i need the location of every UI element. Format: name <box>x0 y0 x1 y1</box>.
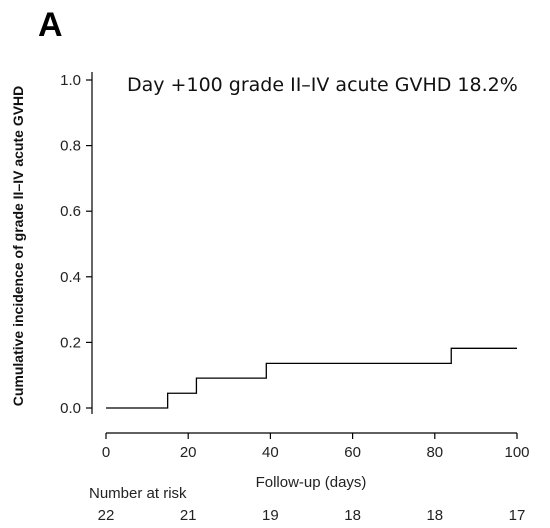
x-tick-label: 80 <box>426 444 443 461</box>
x-axis-title: Follow-up (days) <box>256 474 367 491</box>
y-tick-label: 0.8 <box>60 138 81 155</box>
y-tick-label: 0.2 <box>60 334 81 351</box>
x-tick-label: 20 <box>180 444 197 461</box>
y-tick-label: 0.0 <box>60 400 81 417</box>
risk-count: 19 <box>262 507 279 524</box>
y-tick-label: 0.4 <box>60 269 81 286</box>
risk-count: 18 <box>426 507 443 524</box>
risk-count: 22 <box>98 507 115 524</box>
panel-letter: A <box>38 6 63 44</box>
x-tick-label: 40 <box>262 444 279 461</box>
risk-count: 21 <box>180 507 197 524</box>
risk-count: 18 <box>344 507 361 524</box>
risk-table-title: Number at risk <box>89 485 187 502</box>
risk-table: 22 21 19 18 18 17 <box>98 507 526 524</box>
y-tick-label: 0.6 <box>60 203 81 220</box>
x-tick-label: 60 <box>344 444 361 461</box>
risk-count: 17 <box>509 507 526 524</box>
cumulative-incidence-step-line <box>106 347 517 409</box>
axes: 0.0 0.2 0.4 0.6 0.8 1.0 0 20 40 60 80 100 <box>60 72 530 461</box>
y-tick-label: 1.0 <box>60 72 81 89</box>
plot-area <box>106 347 517 409</box>
annotation-text: Day +100 grade II–IV acute GVHD 18.2% <box>127 74 518 96</box>
y-axis-title: Cumulative incidence of grade II–IV acut… <box>10 86 26 407</box>
x-tick-label: 0 <box>102 444 110 461</box>
x-tick-label: 100 <box>504 444 529 461</box>
